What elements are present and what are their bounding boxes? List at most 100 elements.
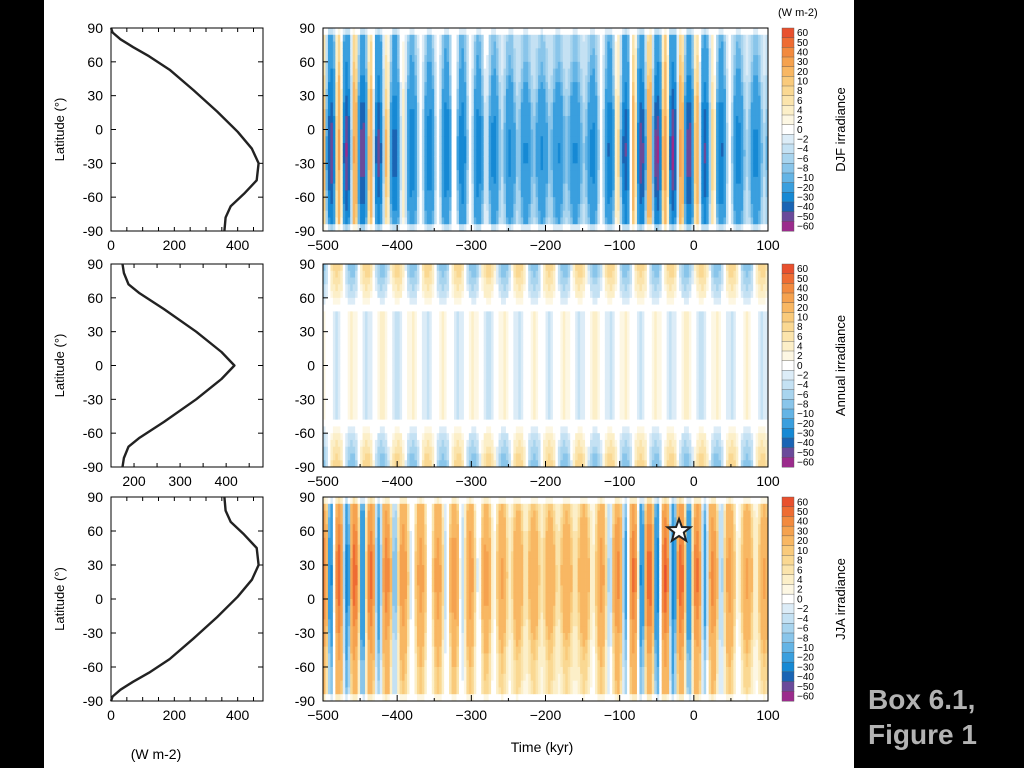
heatmap-cell [528,55,532,63]
heatmap-cell [632,55,635,63]
heatmap-cell [713,61,717,69]
heatmap-cell [486,183,490,191]
heatmap-cell [466,61,470,69]
heatmap-cell [594,88,598,97]
heatmap-cell [604,129,608,137]
heatmap-cell [535,190,539,198]
heatmap-cell [419,143,423,151]
heatmap-cell [416,68,420,76]
heatmap-cell [330,190,334,198]
heatmap-cell [384,203,388,212]
heatmap-cell [409,149,413,157]
heatmap-cell [533,217,537,225]
heatmap-cell [461,48,465,56]
heatmap-cell [352,183,356,191]
heatmap-cell [523,34,527,42]
heatmap-cell [701,95,705,103]
heatmap-cell [441,210,445,218]
heatmap-cell [505,170,509,178]
heatmap-cell [421,48,425,56]
heatmap-cell [614,156,618,164]
heatmap-cell [493,149,497,157]
heatmap-cell [651,183,655,191]
heatmap-cell [498,136,502,144]
heatmap-cell [632,75,635,83]
heatmap-cell [604,88,608,97]
heatmap-cell [535,197,539,205]
heatmap-cell [377,41,381,49]
heatmap-cell [567,143,571,151]
heatmap-cell [636,176,640,185]
heatmap-cell [696,190,700,198]
heatmap-cell [543,197,546,205]
heatmap-cell [597,61,601,69]
heatmap-cell [473,41,477,49]
heatmap-cell [627,115,630,124]
heatmap-cell [671,203,675,212]
heatmap-cell [718,217,722,225]
heatmap-cell [369,149,373,157]
heatmap-cell [533,224,537,232]
heatmap-cell [478,143,482,151]
heatmap-cell [570,109,574,117]
heatmap-cell [728,176,732,185]
heatmap-cell [355,170,359,178]
heatmap-cell [456,143,460,151]
heatmap-cell [718,102,722,110]
heatmap-cell [654,136,658,144]
heatmap-cell [693,109,697,117]
heatmap-cell [513,102,517,110]
heatmap-cell [456,55,460,63]
heatmap-cell [585,129,588,137]
heatmap-cell [402,75,405,83]
heatmap-cell [389,156,393,164]
heatmap-cell [327,55,331,63]
heatmap-cell [434,75,438,83]
heatmap-cell [706,224,710,232]
heatmap-cell [431,176,435,185]
heatmap-cell [612,136,616,144]
heatmap-cell [434,61,438,69]
heatmap-cell [693,115,697,124]
heatmap-cell [525,109,529,117]
heatmap-cell [575,129,579,137]
heatmap-cell [669,190,672,198]
heatmap-cell [629,41,633,49]
heatmap-cell [562,34,566,42]
heatmap-cell [654,55,658,63]
heatmap-cell [681,102,685,110]
heatmap-cell [725,95,729,103]
heatmap-cell [716,136,719,144]
heatmap-cell [629,190,633,198]
heatmap-cell [392,102,396,110]
heatmap-cell [577,88,581,97]
heatmap-cell [325,203,329,212]
heatmap-cell [436,82,440,90]
heatmap-cell [604,224,608,232]
heatmap-cell [481,143,485,151]
heatmap-cell [407,156,410,164]
heatmap-cell [577,210,581,218]
heatmap-cell [686,95,690,103]
heatmap-cell [518,55,522,63]
heatmap-cell [379,34,383,42]
heatmap-cell [535,156,539,164]
heatmap-cell [407,149,410,157]
heatmap-cell [649,75,653,83]
heatmap-cell [468,41,472,49]
heatmap-cell [547,203,551,212]
heatmap-cell [357,122,361,130]
heatmap-cell [632,190,635,198]
heatmap-cell [503,55,507,63]
heatmap-cell [706,61,710,69]
heatmap-cell [523,170,527,178]
heatmap-cell [644,156,648,164]
heatmap-cell [365,28,368,36]
heatmap-cell [607,143,611,151]
heatmap-cell [347,176,351,185]
heatmap-cell [679,149,682,157]
heatmap-cell [609,176,613,185]
heatmap-cell [426,149,430,157]
heatmap-cell [510,28,514,36]
heatmap-cell [394,28,398,36]
